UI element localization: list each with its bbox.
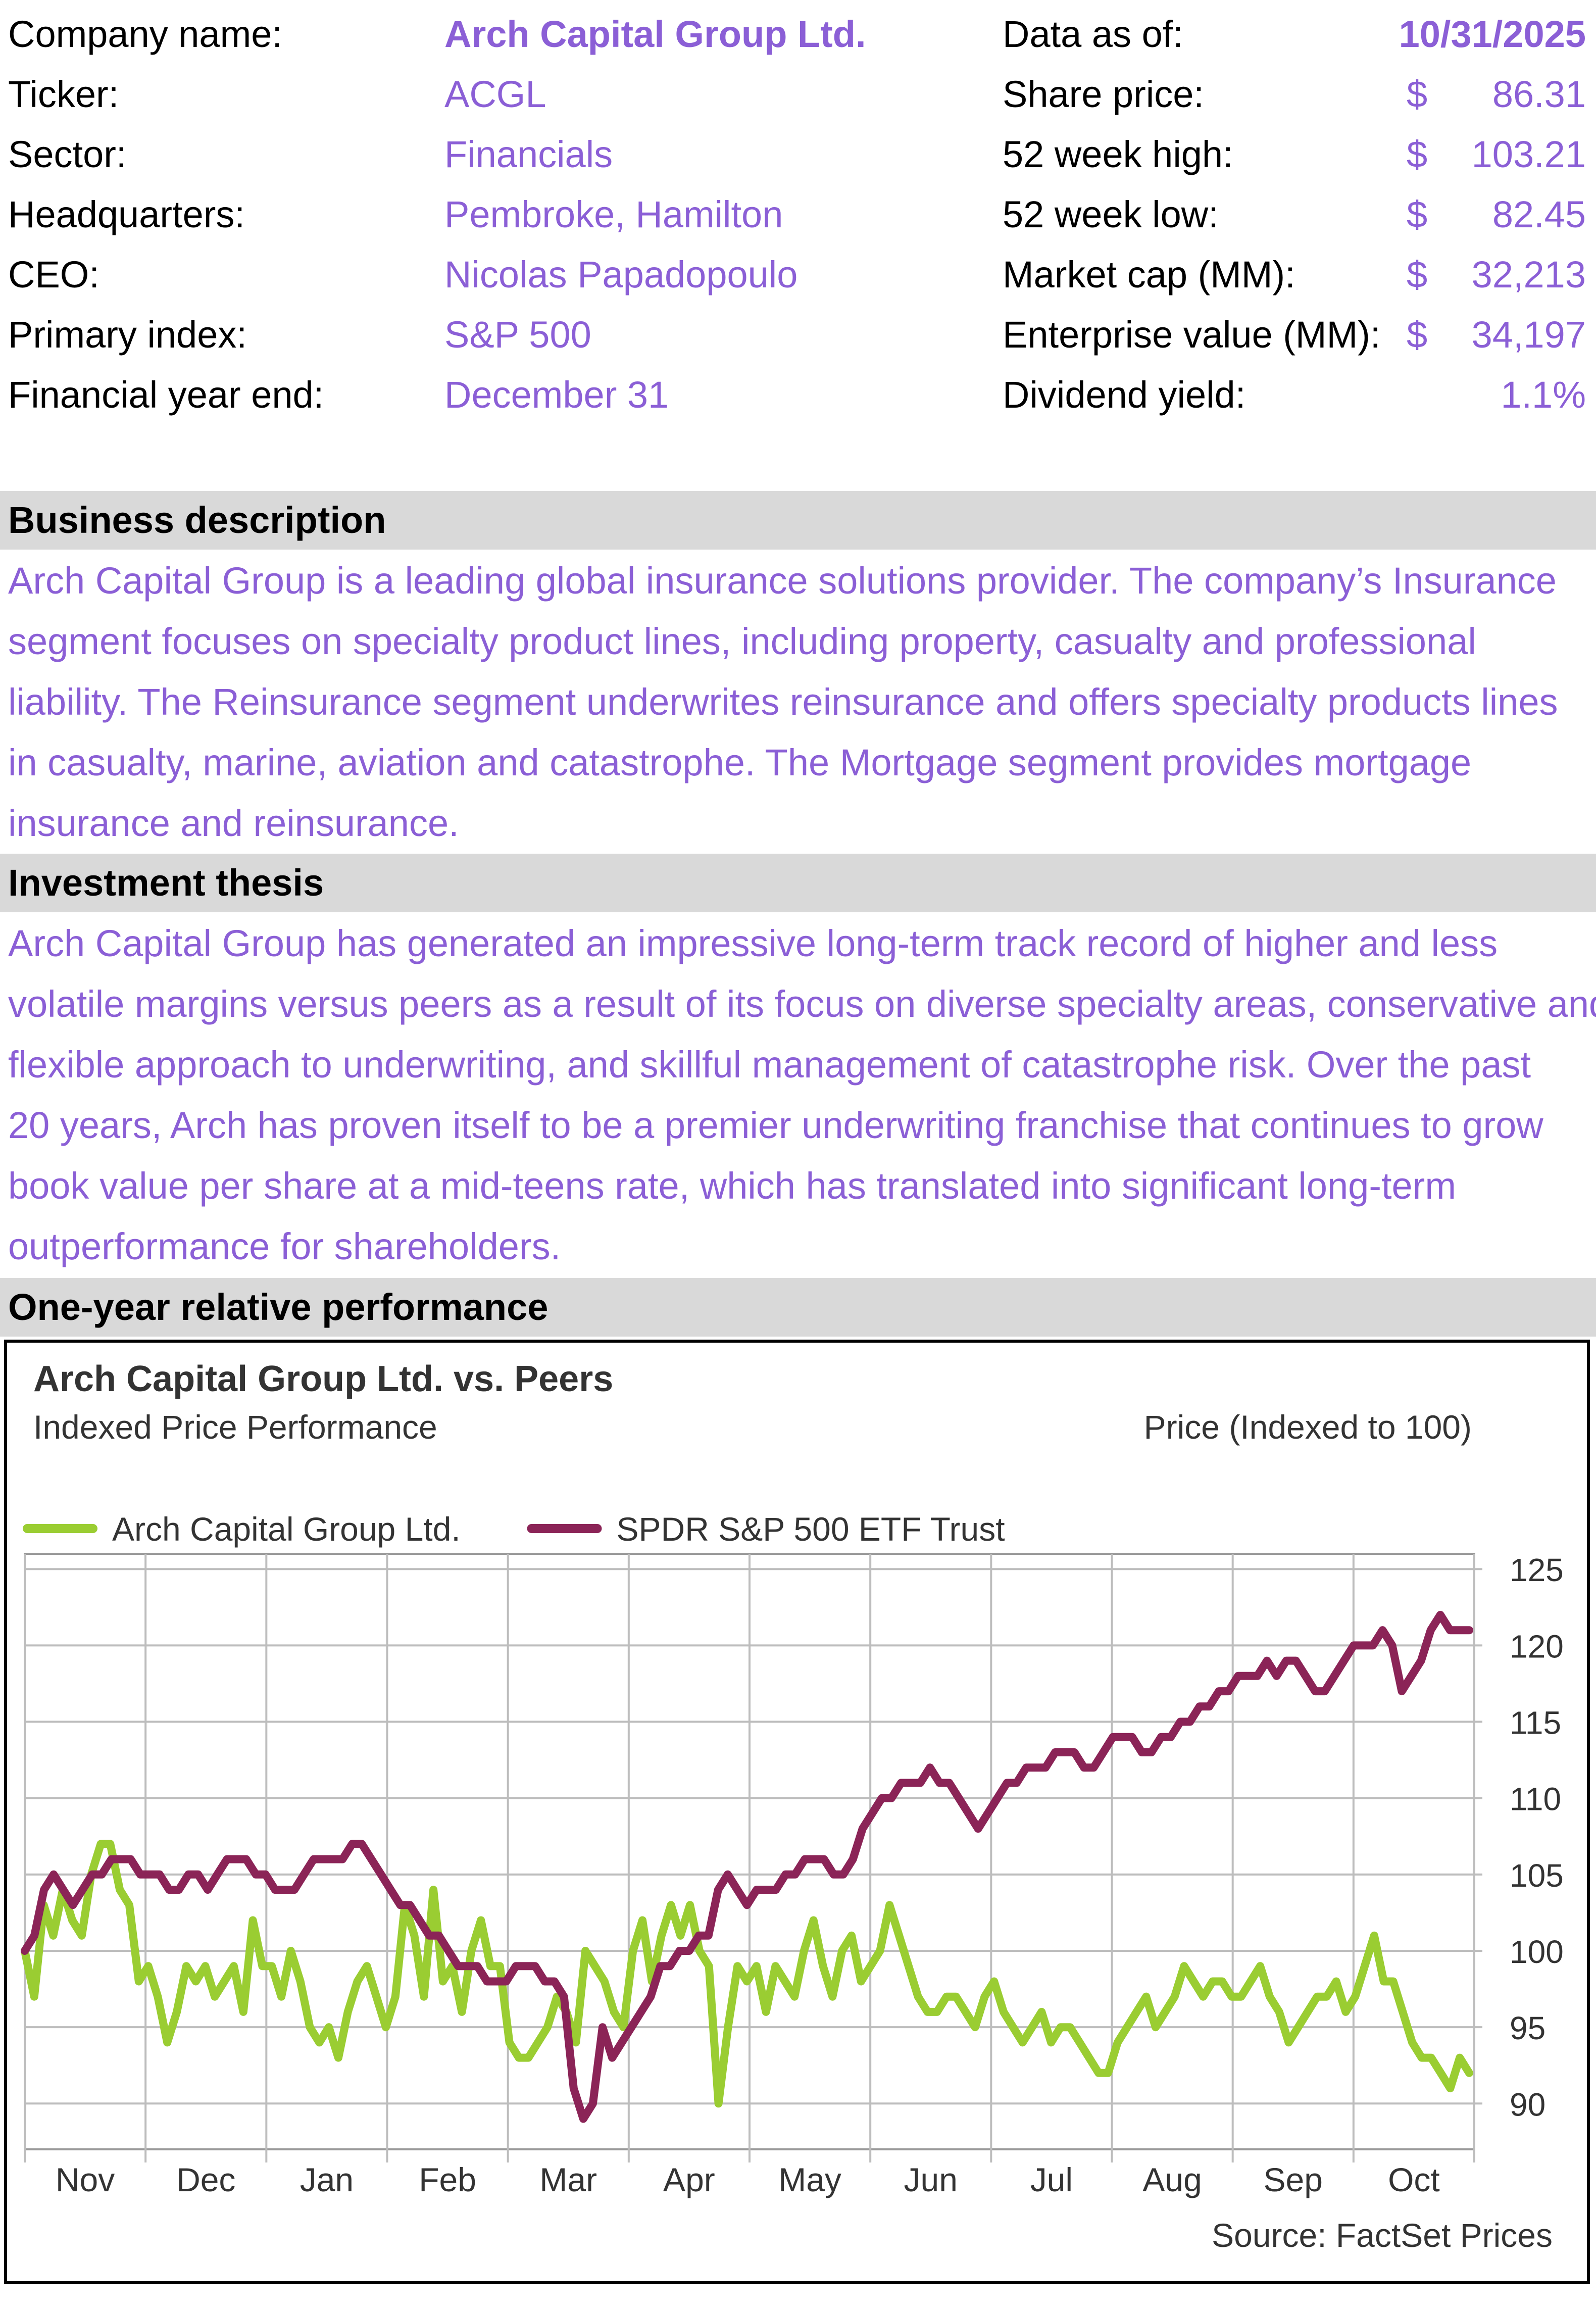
x-tick-label: Apr [663,2161,715,2198]
y-tick-label: 90 [1510,2086,1545,2123]
info-value: ACGL [444,73,546,115]
info-row: Dividend yield: 1.1% [0,365,1586,425]
info-label: 52 week low: [1003,193,1219,235]
info-label: Share price: [1003,73,1204,115]
info-value: 34,197 [1471,314,1586,356]
paragraph-line: Arch Capital Group has generated an impr… [8,922,1498,964]
info-row: CEO: Nicolas Papadopoulo [0,244,960,305]
info-value: S&P 500 [444,314,591,356]
info-label: Market cap (MM): [1003,254,1295,296]
dollar-sign: $ [1407,314,1428,356]
info-value: Pembroke, Hamilton [444,193,783,235]
info-value: 86.31 [1492,73,1586,115]
paragraph-line: outperformance for shareholders. [8,1225,561,1267]
info-row: Financial year end: December 31 [0,365,960,425]
info-label: Sector: [8,133,127,175]
info-label: Data as of: [1003,13,1183,55]
y-tick-label: 115 [1510,1705,1561,1741]
x-tick-label: Jun [904,2161,958,2198]
y-tick-label: 100 [1510,1934,1564,1970]
x-tick-label: Dec [176,2161,235,2198]
dollar-sign: $ [1407,193,1428,235]
paragraph-line: insurance and reinsurance. [8,802,459,844]
y-tick-label: 120 [1510,1628,1564,1664]
paragraph-line: in casualty, marine, aviation and catast… [8,742,1472,783]
x-tick-label: Jul [1030,2161,1073,2198]
paragraph-line: 20 years, Arch has proven itself to be a… [8,1104,1543,1146]
business-description-heading: Business description [0,491,1596,550]
info-value: December 31 [444,374,669,416]
info-label: Ticker: [8,73,119,115]
info-label: Dividend yield: [1003,374,1246,416]
paragraph-line: flexible approach to underwriting, and s… [8,1044,1531,1086]
info-value: Nicolas Papadopoulo [444,254,798,296]
info-label: Enterprise value (MM): [1003,314,1381,356]
info-label: Primary index: [8,314,247,356]
info-row: 52 week low: $82.45 [0,184,1586,245]
performance-heading: One-year relative performance [0,1278,1596,1337]
x-tick-label: Oct [1388,2161,1440,2198]
info-row: Ticker: ACGL [0,64,960,125]
paragraph-line: book value per share at a mid-teens rate… [8,1165,1456,1207]
info-row: Data as of: 10/31/2025 [0,4,1586,65]
business-description-text: Arch Capital Group is a leading global i… [8,551,1589,854]
y-tick-label: 105 [1510,1857,1564,1894]
info-row: Sector: Financials [0,124,960,185]
chart-source: Source: FactSet Prices [1212,2217,1553,2254]
info-value: 32,213 [1471,254,1586,296]
info-row: Market cap (MM): $32,213 [0,244,1586,305]
info-row: Share price: $86.31 [0,64,1586,125]
info-row: Enterprise value (MM): $34,197 [0,305,1586,365]
info-row: 52 week high: $103.21 [0,124,1586,185]
info-label: 52 week high: [1003,133,1233,175]
dollar-sign: $ [1407,73,1428,115]
info-label: Financial year end: [8,374,324,416]
x-tick-label: Nov [56,2161,115,2198]
x-tick-label: Feb [419,2161,476,2198]
investment-thesis-heading: Investment thesis [0,854,1596,912]
info-value: 103.21 [1471,133,1586,175]
x-tick-label: Jan [300,2161,354,2198]
legend-label: SPDR S&P 500 ETF Trust [617,1510,1005,1548]
chart-canvas: Arch Capital Group Ltd. vs. Peers Indexed… [21,1359,1564,2254]
info-value: Financials [444,133,613,175]
company-info: Company name: Arch Capital Group Ltd. Tick… [0,0,1596,434]
info-row: Primary index: S&P 500 [0,305,960,365]
y-axis-label: Price (Indexed to 100) [1144,1408,1472,1446]
info-row: Headquarters: Pembroke, Hamilton [0,184,960,245]
x-tick-label: Aug [1142,2161,1202,2198]
dollar-sign: $ [1407,254,1428,296]
legend-label: Arch Capital Group Ltd. [112,1510,461,1548]
x-tick-label: Sep [1264,2161,1323,2198]
info-value: 82.45 [1492,193,1586,235]
info-label: Company name: [8,13,282,55]
x-tick-label: Mar [539,2161,597,2198]
paragraph-line: segment focuses on specialty product lin… [8,620,1476,662]
info-label: Headquarters: [8,193,245,235]
info-value: Arch Capital Group Ltd. [444,13,866,55]
investment-thesis-text: Arch Capital Group has generated an impr… [8,913,1596,1277]
chart-subtitle: Indexed Price Performance [33,1408,437,1446]
info-value: 1.1% [1501,374,1586,416]
y-tick-label: 95 [1510,2010,1545,2046]
paragraph-line: liability. The Reinsurance segment under… [8,681,1558,723]
info-value: 10/31/2025 [1399,13,1586,55]
info-label: CEO: [8,254,99,296]
y-tick-label: 125 [1510,1552,1564,1588]
series-line-spy [21,1610,1473,2123]
dollar-sign: $ [1407,133,1428,175]
chart-title: Arch Capital Group Ltd. vs. Peers [33,1359,613,1399]
series-line-acgl [21,1840,1473,2108]
x-tick-label: May [778,2161,841,2198]
paragraph-line: Arch Capital Group is a leading global i… [8,560,1557,602]
performance-chart: Arch Capital Group Ltd. vs. Peers Indexed… [4,1340,1590,2284]
paragraph-line: volatile margins versus peers as a resul… [8,983,1596,1025]
y-tick-label: 110 [1510,1781,1561,1817]
info-row: Company name: Arch Capital Group Ltd. [0,4,960,65]
